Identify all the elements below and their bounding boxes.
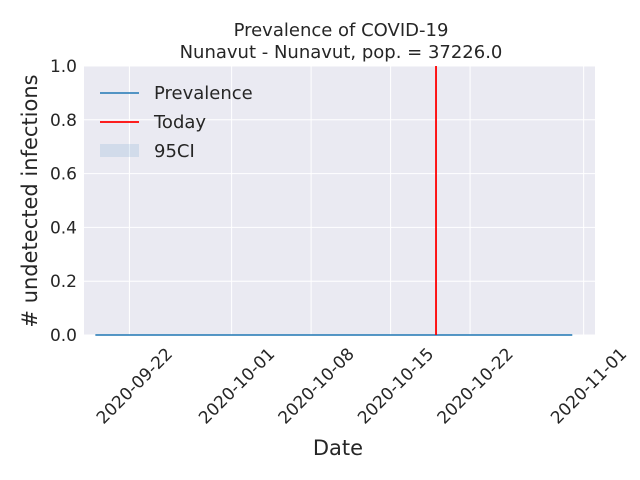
y-tick-label: 0.6: [50, 165, 77, 185]
x-tick-label: 2020-10-15: [354, 344, 438, 428]
y-axis-label: # undetected infections: [18, 74, 42, 327]
plot-area: [84, 66, 595, 335]
legend-label-prevalence: Prevalence: [154, 83, 253, 104]
x-axis-label: Date: [313, 436, 363, 460]
legend: Prevalence Today 95CI: [100, 83, 253, 162]
chart-subtitle: Nunavut - Nunavut, pop. = 37226.0: [180, 42, 503, 63]
x-tick-label: 2020-10-22: [434, 344, 518, 428]
y-tick-label: 0.4: [50, 218, 77, 238]
y-tick-labels: 0.0 0.2 0.4 0.6 0.8 1.0: [50, 57, 77, 346]
x-tick-labels: 2020-09-22 2020-10-012020-10-082020-10-15…: [93, 344, 631, 428]
chart-title: Prevalence of COVID-19: [234, 20, 449, 41]
legend-swatch-95ci: [100, 144, 139, 157]
y-tick-label: 0.2: [50, 272, 77, 292]
legend-label-today: Today: [153, 112, 206, 133]
x-tick-label: 2020-09-22: [93, 344, 177, 428]
x-tick-label: 2020-10-08: [275, 344, 359, 428]
x-tick-label: 2020-10-01: [195, 344, 279, 428]
x-tick-label: 2020-11-01: [547, 344, 631, 428]
y-tick-label: 0.0: [50, 326, 77, 346]
gridlines: [84, 65, 595, 336]
y-tick-label: 0.8: [50, 111, 77, 131]
legend-label-95ci: 95CI: [154, 141, 195, 162]
y-tick-label: 1.0: [50, 57, 77, 77]
